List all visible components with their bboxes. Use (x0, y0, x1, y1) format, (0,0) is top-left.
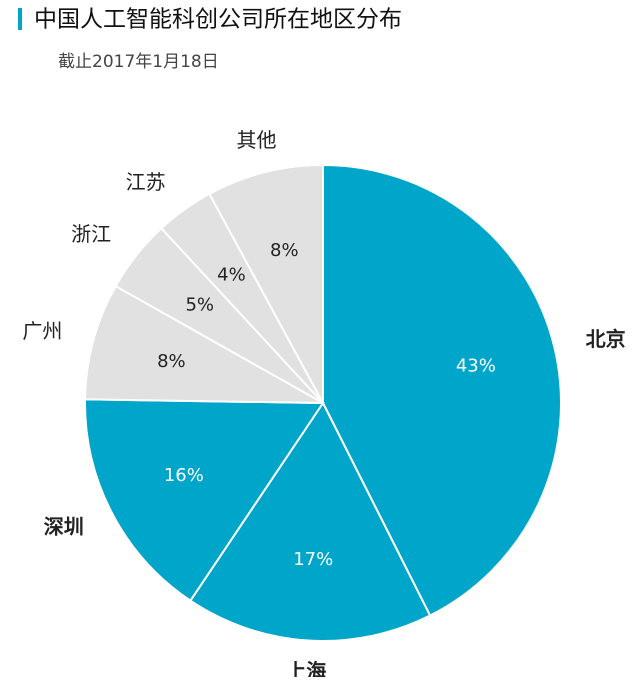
category-label: 浙江 (71, 222, 111, 246)
pie-slice (208, 163, 324, 404)
pie-slice (189, 401, 432, 642)
value-label: 17% (293, 549, 333, 570)
category-label: 深圳 (44, 515, 84, 539)
value-label: 43% (456, 356, 496, 377)
chart-title: 中国人工智能科创公司所在地区分布 (34, 7, 402, 33)
category-label: 江苏 (126, 170, 166, 194)
category-label: 北京 (586, 327, 626, 351)
pie-slice (322, 163, 562, 617)
pie-slice (84, 284, 324, 404)
value-label: 8% (157, 351, 186, 372)
value-label: 8% (270, 240, 299, 261)
category-label: 广州 (22, 319, 62, 343)
chart-subtitle: 截止2017年1月18日 (58, 52, 219, 72)
pie-slice (84, 398, 325, 603)
value-label: 4% (217, 264, 246, 285)
value-label: 16% (164, 465, 204, 486)
title-marker (18, 8, 22, 30)
category-label: 其他 (237, 128, 277, 152)
value-label: 5% (185, 295, 214, 316)
category-label: 上海 (286, 659, 326, 677)
